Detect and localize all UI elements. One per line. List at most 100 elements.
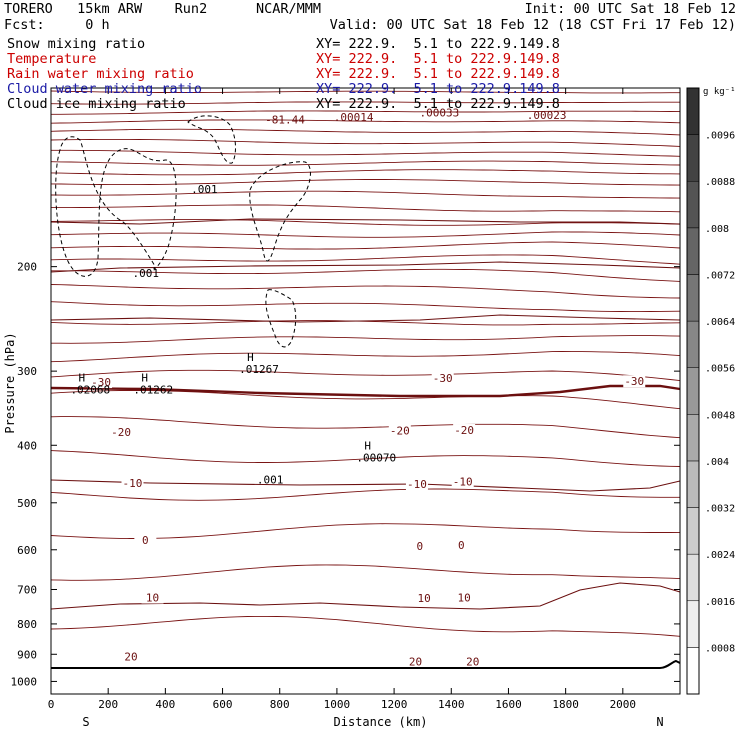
theta-line [50,301,681,313]
x-tick-label: 1800 [552,698,579,711]
x-tick-label: 400 [155,698,175,711]
colorbar-tick-label: .0024 [705,550,735,561]
legend-xy-temperature: XY= 222.9. 5.1 to 222.9.149.8 [316,51,560,67]
theta-line [50,488,680,501]
temperature-label: -20 [111,426,131,439]
x-tick-label: 1000 [324,698,351,711]
temperature-label-bg [141,591,164,604]
temperature-label: -10 [453,475,473,488]
colorbar-tick-label: .0096 [705,131,735,142]
model-title: TORERO 15km ARW Run2 NCAR/MMM [4,1,321,17]
colorbar-tick-label: .0016 [705,597,735,608]
colorbar-tick-label: .0072 [705,270,735,281]
maximum-marker: H [364,440,371,453]
legend-label-temperature: Temperature [7,51,97,67]
temperature-label: -30 [91,376,111,389]
x-tick-label: 2000 [610,698,637,711]
temperature-label: 10 [417,592,430,605]
axes: 0 200 400 600 800 1000 1200 1400 1600 1800 2000Dis… [3,88,680,729]
x-axis-end-north: N [656,715,663,729]
y-tick-label: 600 [17,544,37,557]
contour-labels: -30 -30 -30 -20 -20 -20 -10 -10 -10 0 0 0 10 10 10 20 20… [70,107,646,669]
temperature-label: 0 [417,540,424,553]
theta-line [50,119,681,124]
colorbar-swatch [686,227,700,275]
cloud-ice-contour-d [265,289,297,348]
isotherm-minus30 [50,218,681,225]
colorbar-swatch [686,414,700,462]
theta-line [50,190,681,199]
theta-line [51,149,681,157]
theta-line [50,284,681,299]
y-axis-label: Pressure (hPa) [3,332,17,433]
temperature-label-bg [388,424,411,437]
isotherm-minus10 [50,314,681,323]
temperature-label: -10 [407,478,427,491]
theta-line [50,615,681,637]
top-value-label: .00014 [334,111,374,124]
mixing-ratio-contours [55,115,311,348]
x-tick-label: 600 [213,698,233,711]
colorbar: .0008 .0016 .0024 .0032 .004 .0048 .0056 .0064.… [686,87,736,695]
colorbar-tick-label: .0048 [705,410,735,421]
temperature-label: 0 [142,534,149,547]
contour-value-label: .001 [132,267,159,280]
temperature-label: -20 [390,425,410,438]
theta-line [50,416,681,439]
temperature-label-bg [451,475,474,488]
x-tick-label: 1600 [495,698,522,711]
temperature-label-bg [110,426,133,439]
theta-line [50,219,681,226]
y-tick-label: 400 [17,439,37,452]
temperature-label-bg [450,539,473,552]
temperature-label-bg [405,478,428,491]
theta-line [50,138,681,147]
cloud-ice-contour-a [55,136,177,277]
colorbar-swatch [686,87,700,135]
theta-contours [50,90,681,637]
x-tick-label: 200 [98,698,118,711]
legend-xy-cloud-water: XY= 222.9. 5.1 to 222.9.149.8 [316,81,560,97]
legend-label-snow: Snow mixing ratio [7,36,146,52]
temperature-label-bg [404,655,427,668]
theta-line [50,160,681,166]
temperature-label: -30 [433,372,453,385]
theta-line [51,335,681,344]
temperature-label: 10 [458,591,471,604]
top-value-label: .00023 [527,109,567,122]
init-time: Init: 00 UTC Sat 18 Feb 12 [524,1,736,17]
colorbar-tick-label: .0088 [705,177,735,188]
theta-line [50,101,680,105]
x-tick-label: 1200 [381,698,408,711]
theta-line [50,128,681,136]
theta-line [50,90,680,94]
temperature-label: 0 [458,539,465,552]
cloud-ice-contour-b [187,115,236,164]
y-tick-label: 700 [17,584,37,597]
colorbar-unit: g kg⁻¹ [703,87,736,97]
plot-border [50,87,681,695]
y-tick-label: 1000 [11,675,38,688]
theta-line [50,179,681,186]
theta-line [50,390,681,410]
theta-line [50,231,681,238]
colorbar-swatch [686,274,700,322]
isotherm-plus20 [50,582,681,610]
colorbar-swatch [686,600,700,648]
theta-line [50,169,681,176]
x-tick-label: 800 [270,698,290,711]
y-tick-label: 300 [17,365,37,378]
y-tick-label: 900 [17,648,37,661]
colorbar-tick-label: .0064 [705,317,735,328]
theta-line [50,369,681,382]
colorbar-swatch [686,460,700,508]
top-value-label: .00033 [420,107,460,120]
maximum-marker: H [141,371,148,384]
x-tick-label: 1400 [438,698,465,711]
temperature-label-bg [453,591,476,604]
plot-frame [50,87,681,695]
maximum-value: .01267 [239,363,279,376]
temperature-label: 20 [409,656,422,669]
contour-value-label: .001 [191,183,218,196]
y-tick-label: 500 [17,497,37,510]
